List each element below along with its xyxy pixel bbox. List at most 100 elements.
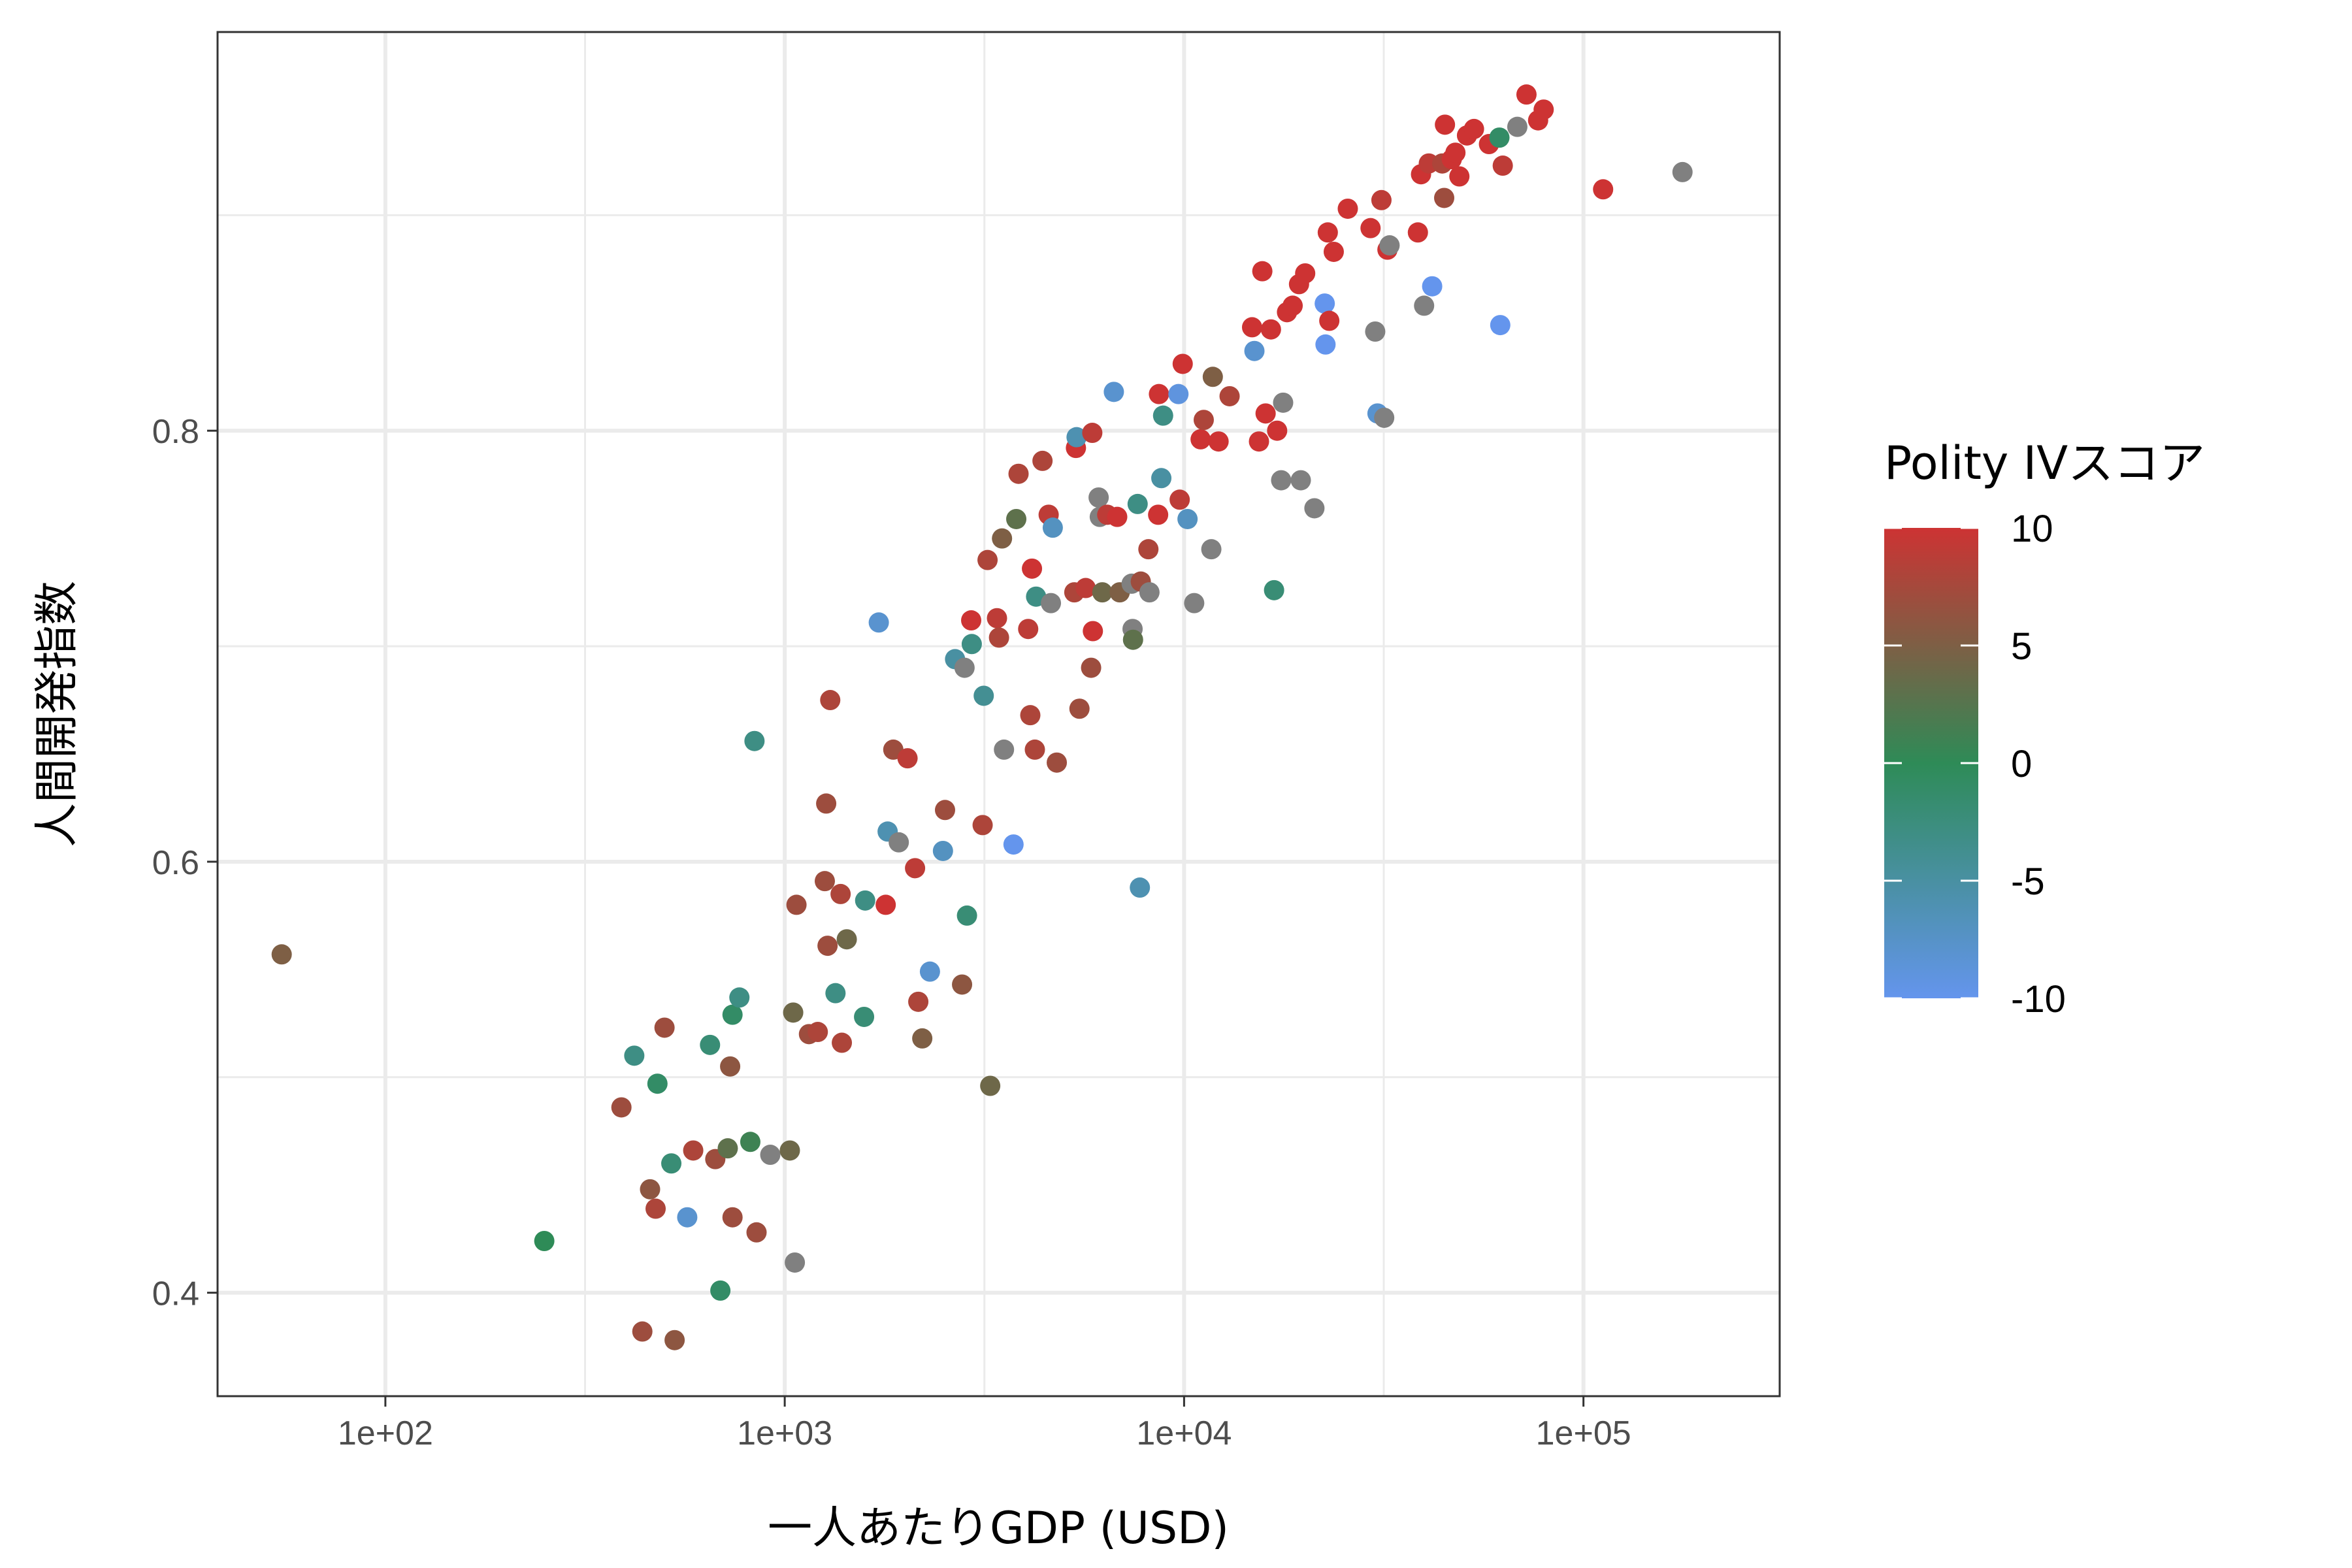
data-point	[677, 1207, 698, 1228]
x-tick-label: 1e+04	[1136, 1414, 1232, 1452]
data-point	[1075, 578, 1096, 598]
data-point	[932, 840, 953, 861]
data-point	[1435, 114, 1456, 135]
grid-major	[218, 32, 1780, 1396]
data-point	[1122, 629, 1143, 650]
data-point	[868, 612, 889, 633]
data-point	[1315, 293, 1335, 314]
data-point	[954, 657, 975, 678]
data-point	[1672, 161, 1693, 182]
data-point	[817, 936, 838, 956]
data-point	[661, 1153, 682, 1174]
data-point	[808, 1022, 828, 1043]
data-point	[1241, 317, 1262, 338]
data-point	[1264, 580, 1284, 600]
legend-ticks: 10 5 0 -5 -10	[1884, 508, 2066, 1021]
data-point	[1449, 166, 1470, 187]
data-point	[961, 610, 982, 631]
data-point	[1168, 384, 1189, 404]
data-point	[1041, 593, 1062, 613]
data-point	[783, 1002, 804, 1023]
data-point	[1492, 155, 1513, 176]
data-point	[779, 1140, 800, 1161]
data-point	[889, 832, 909, 853]
data-point	[1282, 295, 1303, 316]
data-point	[1271, 470, 1292, 491]
data-point	[820, 690, 841, 711]
data-point	[1201, 539, 1222, 560]
data-point	[1184, 593, 1205, 613]
data-point	[720, 1056, 741, 1077]
data-point	[1042, 517, 1063, 538]
data-point	[1020, 705, 1041, 726]
data-point	[1148, 504, 1169, 525]
data-point	[830, 883, 851, 904]
data-point	[825, 983, 846, 1004]
data-point	[934, 800, 955, 821]
data-point	[1082, 423, 1103, 444]
data-point	[1507, 116, 1527, 137]
data-point	[1317, 222, 1338, 243]
y-tick-label: 0.4	[152, 1275, 199, 1313]
data-point	[972, 815, 993, 836]
data-point	[1323, 241, 1344, 262]
data-point	[710, 1280, 731, 1301]
legend-tick-label: 0	[2011, 743, 2032, 785]
x-tick-label: 1e+02	[338, 1414, 433, 1452]
data-point	[1008, 463, 1029, 484]
data-point	[647, 1073, 668, 1094]
data-point	[1032, 450, 1053, 471]
data-point	[1533, 99, 1554, 120]
data-point	[854, 1006, 875, 1027]
data-point	[740, 1132, 760, 1152]
data-point	[1252, 261, 1273, 282]
legend-tick-label: -5	[2011, 860, 2045, 903]
legend-tick-label: 10	[2011, 508, 2053, 550]
data-point	[664, 1330, 685, 1350]
data-point	[1422, 276, 1443, 297]
data-point	[760, 1145, 781, 1166]
data-point	[1267, 420, 1288, 441]
data-point	[855, 890, 875, 911]
data-point	[1107, 506, 1128, 527]
plot-panel-border	[216, 31, 1781, 1397]
data-point	[980, 1075, 1001, 1096]
data-point	[534, 1231, 555, 1252]
data-point	[717, 1138, 738, 1159]
data-point	[1433, 188, 1454, 208]
legend-title: Polity IVスコア	[1884, 436, 2205, 490]
data-point	[1490, 315, 1511, 336]
data-point	[722, 1004, 743, 1025]
y-axis-title: 人間開発指数	[31, 581, 83, 847]
data-point	[994, 739, 1015, 760]
data-point	[1092, 582, 1113, 603]
data-point	[1139, 582, 1160, 603]
data-point	[1169, 489, 1190, 510]
data-point	[1407, 222, 1428, 243]
data-point	[1260, 319, 1281, 340]
data-point	[786, 894, 807, 915]
data-point	[1083, 621, 1103, 642]
data-point	[1593, 179, 1614, 200]
data-point	[1208, 431, 1229, 452]
data-point	[1006, 508, 1027, 529]
y-tick-label: 0.8	[152, 413, 199, 451]
data-point	[1018, 619, 1039, 640]
data-point	[1249, 431, 1269, 452]
x-axis-title: 一人あたりGDP (USD)	[768, 1503, 1229, 1554]
data-point	[836, 929, 857, 950]
y-tick-label: 0.6	[152, 844, 199, 882]
data-point	[1295, 263, 1316, 284]
data-point	[1202, 367, 1223, 387]
legend-tick-label: 5	[2011, 625, 2032, 668]
data-point	[1081, 657, 1102, 678]
y-axis-ticks: 0.4 0.6 0.8	[152, 413, 218, 1313]
data-point	[1193, 410, 1214, 431]
data-point	[1290, 470, 1311, 491]
data-point	[952, 974, 973, 995]
data-point	[961, 634, 982, 655]
data-point	[1489, 127, 1510, 148]
data-point	[875, 894, 896, 915]
data-point	[988, 627, 1009, 648]
